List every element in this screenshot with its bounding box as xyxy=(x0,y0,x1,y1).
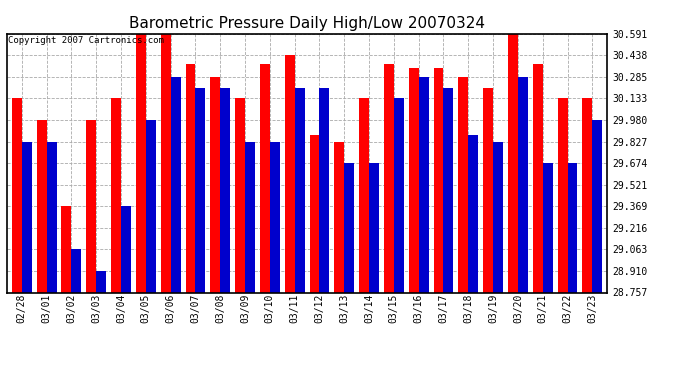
Bar xyxy=(458,77,469,292)
Bar xyxy=(37,120,47,292)
Bar xyxy=(419,77,428,292)
Bar xyxy=(444,87,453,292)
Bar xyxy=(146,120,156,292)
Title: Barometric Pressure Daily High/Low 20070324: Barometric Pressure Daily High/Low 20070… xyxy=(129,16,485,31)
Bar xyxy=(483,87,493,292)
Bar xyxy=(260,63,270,292)
Bar xyxy=(121,206,131,292)
Bar xyxy=(592,120,602,292)
Bar xyxy=(335,141,344,292)
Bar xyxy=(111,98,121,292)
Bar xyxy=(170,77,181,292)
Bar xyxy=(408,68,419,292)
Bar xyxy=(310,135,319,292)
Bar xyxy=(582,98,592,292)
Bar xyxy=(433,68,444,292)
Bar xyxy=(210,77,220,292)
Bar xyxy=(285,56,295,292)
Bar xyxy=(220,87,230,292)
Bar xyxy=(47,141,57,292)
Bar xyxy=(508,34,518,292)
Bar xyxy=(533,63,543,292)
Bar xyxy=(469,135,478,292)
Text: Copyright 2007 Cartronics.com: Copyright 2007 Cartronics.com xyxy=(8,36,164,45)
Bar xyxy=(394,98,404,292)
Bar xyxy=(136,34,146,292)
Bar xyxy=(270,141,279,292)
Bar xyxy=(195,87,206,292)
Bar xyxy=(96,271,106,292)
Bar xyxy=(344,163,354,292)
Bar xyxy=(71,249,81,292)
Bar xyxy=(319,87,329,292)
Bar xyxy=(61,206,71,292)
Bar xyxy=(235,98,245,292)
Bar xyxy=(567,163,578,292)
Bar xyxy=(295,87,304,292)
Bar xyxy=(359,98,369,292)
Bar xyxy=(12,98,22,292)
Bar xyxy=(518,77,528,292)
Bar xyxy=(86,120,96,292)
Bar xyxy=(22,141,32,292)
Bar xyxy=(161,34,170,292)
Bar xyxy=(186,63,195,292)
Bar xyxy=(384,63,394,292)
Bar xyxy=(543,163,553,292)
Bar xyxy=(245,141,255,292)
Bar xyxy=(558,98,567,292)
Bar xyxy=(369,163,379,292)
Bar xyxy=(493,141,503,292)
